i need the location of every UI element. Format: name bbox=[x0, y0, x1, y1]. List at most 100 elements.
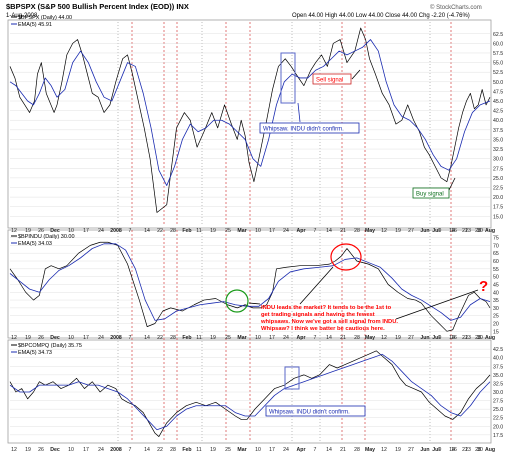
x-tick-label: 28 bbox=[354, 447, 360, 453]
x-tick-label: Jul bbox=[432, 228, 440, 234]
y-tick-label: 40.0 bbox=[493, 356, 503, 362]
indu-note-line-3: whipsaws. Now we've got a sell signal fr… bbox=[260, 319, 398, 325]
y-tick-label: 27.5 bbox=[493, 399, 503, 405]
x-tick-label: 28 bbox=[170, 447, 176, 453]
x-tick-label: 21 bbox=[340, 447, 346, 453]
x-tick-label: 25 bbox=[225, 447, 231, 453]
x-tick-label: 21 bbox=[462, 335, 468, 341]
y-tick-label: 30.0 bbox=[493, 390, 503, 396]
x-tick-label: 10 bbox=[68, 447, 74, 453]
x-tick-label: 11 bbox=[196, 335, 201, 341]
y-tick-label: 25.0 bbox=[493, 407, 503, 413]
x-tick-label: 10 bbox=[255, 447, 261, 453]
buy-signal-box bbox=[412, 187, 450, 199]
x-tick-label: 21 bbox=[340, 228, 346, 234]
whipsaw-label-box-top bbox=[259, 122, 360, 134]
x-tick-label: 12 bbox=[381, 335, 387, 341]
x-tick-label: 17 bbox=[83, 447, 89, 453]
x-tick-label: Apr bbox=[297, 228, 306, 234]
x-tick-label: Apr bbox=[297, 335, 306, 341]
y-tick-label: 45 bbox=[493, 282, 499, 288]
ema-line bbox=[9, 39, 491, 186]
series-layer bbox=[9, 27, 491, 437]
y-tick-label: 65 bbox=[493, 251, 499, 257]
pointer-line bbox=[248, 302, 261, 305]
x-tick-label: 28 bbox=[475, 447, 481, 453]
y-tick-label: 15.0 bbox=[493, 214, 503, 220]
y-tick-label: 35 bbox=[493, 298, 499, 304]
x-tick-label: 7 bbox=[314, 447, 317, 453]
whipsaw-box-top bbox=[280, 52, 296, 104]
x-tick-label: 19 bbox=[395, 447, 401, 453]
x-tick-label: 21 bbox=[462, 228, 468, 234]
x-tick-label: 9 bbox=[439, 447, 442, 453]
pointer-line bbox=[351, 69, 361, 80]
x-tick-label: 24 bbox=[283, 335, 289, 341]
y-tick-label: 22.5 bbox=[493, 416, 503, 422]
price-line bbox=[9, 27, 491, 213]
x-tick-label: 14 bbox=[449, 228, 455, 234]
x-tick-label: 17 bbox=[269, 447, 275, 453]
panel-frame-top bbox=[7, 19, 492, 229]
y-tick-label: 45.0 bbox=[493, 99, 503, 105]
x-tick-label: Feb bbox=[182, 447, 191, 453]
y-tick-label: 17.5 bbox=[493, 433, 503, 439]
y-tick-label: 42.5 bbox=[493, 347, 503, 353]
x-tick-label: Feb bbox=[182, 228, 191, 234]
x-tick-label: 28 bbox=[354, 228, 360, 234]
x-tick-label: 19 bbox=[210, 228, 216, 234]
x-tick-label: 14 bbox=[326, 335, 332, 341]
y-tick-label: 40 bbox=[493, 290, 499, 296]
x-tick-label: 14 bbox=[449, 335, 455, 341]
question-mark: ? bbox=[479, 278, 488, 295]
y-tick-label: 20 bbox=[493, 322, 499, 328]
x-tick-label: 26 bbox=[38, 335, 44, 341]
x-tick-label: 24 bbox=[98, 228, 104, 234]
x-tick-label: 14 bbox=[144, 335, 150, 341]
indu-note-line-1: INDU leads the market? It tends to be th… bbox=[261, 305, 392, 311]
y-tick-label: 55.0 bbox=[493, 61, 503, 67]
x-tick-label: Jul bbox=[432, 447, 440, 453]
x-tick-label: 7 bbox=[314, 228, 317, 234]
y-tick-label: 42.5 bbox=[493, 109, 503, 115]
x-tick-label: 14 bbox=[144, 228, 150, 234]
sell-signal-label: Sell signal bbox=[316, 78, 343, 84]
y-tick-label: 70 bbox=[493, 243, 499, 249]
x-tick-label: 12 bbox=[381, 228, 387, 234]
x-tick-label: 23 bbox=[465, 228, 471, 234]
x-tick-label: 2008 bbox=[110, 335, 122, 341]
x-tick-label: Jun bbox=[420, 335, 429, 341]
y-tick-label: 32.5 bbox=[493, 147, 503, 153]
y-tick-label: 20.0 bbox=[493, 424, 503, 430]
red-circle bbox=[330, 243, 362, 271]
x-tick-label: 17 bbox=[269, 228, 275, 234]
whipsaw-label-bottom: Whipsaw. INDU didn't confirm. bbox=[269, 410, 350, 416]
x-tick-label: 12 bbox=[381, 447, 387, 453]
x-tick-label: 24 bbox=[283, 228, 289, 234]
y-tick-label: 35.0 bbox=[493, 373, 503, 379]
x-tick-label: 19 bbox=[395, 335, 401, 341]
quote-line: Open 44.00 High 44.00 Low 44.00 Close 44… bbox=[292, 13, 470, 19]
x-tick-label: 10 bbox=[255, 335, 261, 341]
legend-price-top: $BPSPX (Daily) 44.00 bbox=[18, 15, 72, 21]
x-tick-label: 28 bbox=[475, 335, 481, 341]
x-tick-label: Jun bbox=[420, 447, 429, 453]
pointer-line bbox=[395, 289, 479, 320]
x-tick-label: 22 bbox=[157, 228, 163, 234]
panel-frame-bottom bbox=[7, 339, 492, 444]
y-tick-label: 37.5 bbox=[493, 364, 503, 370]
x-tick-label: 19 bbox=[25, 335, 31, 341]
x-tick-label: 17 bbox=[269, 335, 275, 341]
y-tick-label: 22.5 bbox=[493, 185, 503, 191]
y-tick-label: 17.5 bbox=[493, 205, 503, 211]
x-tick-label: 27 bbox=[408, 447, 414, 453]
watermark: © StockCharts.com bbox=[430, 4, 482, 11]
y-tick-label: 47.5 bbox=[493, 89, 503, 95]
y-tick-label: 62.5 bbox=[493, 32, 503, 38]
y-tick-label: 35.0 bbox=[493, 137, 503, 143]
price-line bbox=[9, 241, 491, 332]
x-tick-label: 2008 bbox=[110, 228, 122, 234]
y-tick-label: 75 bbox=[493, 236, 499, 242]
y-tick-label: 40.0 bbox=[493, 118, 503, 124]
